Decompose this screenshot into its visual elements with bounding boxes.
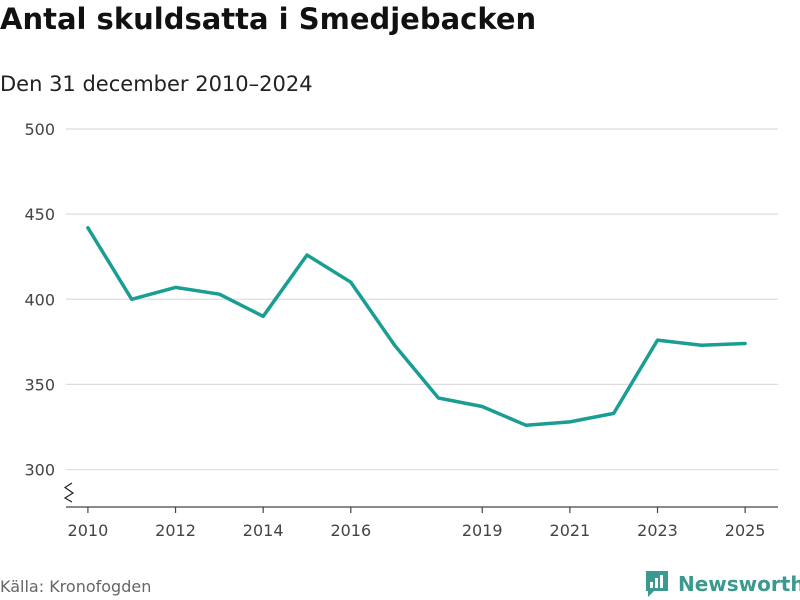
y-tick-label: 300: [24, 461, 55, 480]
x-tick-label: 2014: [243, 521, 284, 540]
y-tick-label: 350: [24, 375, 55, 394]
y-axis-tick-labels: 300 350 400 450 500: [24, 120, 55, 480]
axis-break-icon: [63, 482, 75, 503]
series-line: [86, 226, 747, 428]
x-axis-tick-labels: 2010 2012 2014 2016 2019 2021 2023 2025: [68, 521, 766, 540]
brand-logo[interactable]: Newsworthy: [644, 568, 800, 600]
chart-title: Antal skuldsatta i Smedjebacken: [0, 2, 537, 36]
series: [86, 226, 747, 428]
newsworthy-logo-icon: [646, 571, 668, 597]
brand-name: Newsworthy: [678, 572, 800, 596]
x-tick-label: 2023: [637, 521, 678, 540]
x-tick-label: 2025: [725, 521, 766, 540]
x-axis: [63, 482, 778, 513]
chart-subtitle: Den 31 december 2010–2024: [0, 72, 313, 96]
source-note: Källa: Kronofogden: [0, 577, 152, 596]
x-tick-label: 2019: [462, 521, 503, 540]
x-tick-label: 2012: [155, 521, 196, 540]
x-tick-label: 2021: [550, 521, 591, 540]
gridlines: [66, 128, 778, 471]
y-tick-label: 450: [24, 205, 55, 224]
y-tick-label: 400: [24, 290, 55, 309]
x-tick-label: 2010: [68, 521, 109, 540]
y-tick-label: 500: [24, 120, 55, 139]
x-tick-label: 2016: [330, 521, 371, 540]
